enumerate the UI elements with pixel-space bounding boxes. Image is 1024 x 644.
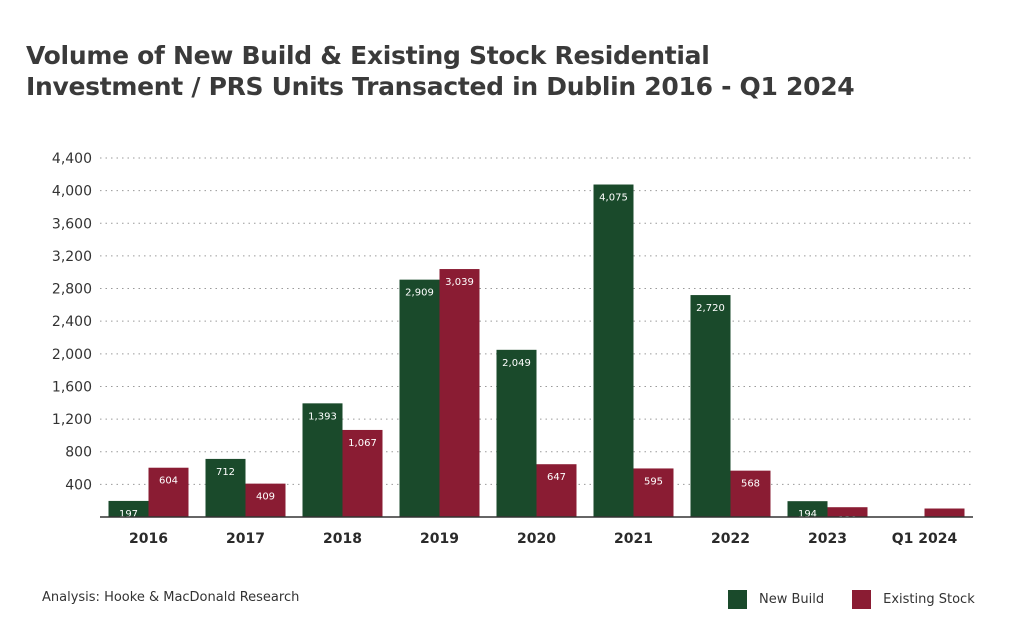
data-label-new-build: 4,075 bbox=[599, 193, 628, 204]
bar-new-build bbox=[302, 403, 343, 517]
bar-new-build bbox=[787, 501, 828, 517]
bar-existing-stock bbox=[148, 467, 189, 517]
x-tick-label: Q1 2024 bbox=[892, 531, 958, 547]
y-tick-label: 2,000 bbox=[52, 347, 92, 363]
data-label-new-build: 1,393 bbox=[308, 411, 337, 422]
y-tick-label: 1,200 bbox=[52, 412, 92, 428]
data-label-existing-stock: 104 bbox=[935, 517, 954, 528]
x-tick-label: 2021 bbox=[614, 531, 653, 547]
bar-existing-stock bbox=[439, 269, 480, 517]
chart-title-line-2: Investment / PRS Units Transacted in Dub… bbox=[26, 72, 855, 101]
x-axis-ticks: 2016 2017 2018 2019 2020 2021 2022 2023 Q1 2024 bbox=[129, 531, 957, 547]
x-tick-label: 2016 bbox=[129, 531, 168, 547]
data-label-existing-stock: 3,039 bbox=[445, 277, 474, 288]
bars bbox=[108, 184, 965, 518]
legend-label-existing-stock: Existing Stock bbox=[883, 591, 975, 607]
y-tick-label: 400 bbox=[65, 477, 92, 493]
x-tick-label: 2022 bbox=[711, 531, 750, 547]
data-label-existing-stock: 568 bbox=[741, 479, 760, 490]
data-label-new-build: 2,720 bbox=[696, 303, 725, 314]
y-tick-label: 2,400 bbox=[52, 314, 92, 330]
legend-label-new-build: New Build bbox=[759, 591, 825, 607]
bar-new-build bbox=[108, 500, 149, 517]
data-label-existing-stock: 120 bbox=[838, 515, 857, 526]
y-tick-label: 1,600 bbox=[52, 379, 92, 395]
bar-new-build bbox=[593, 184, 634, 518]
y-tick-label: 3,200 bbox=[52, 249, 92, 265]
x-tick-label: 2019 bbox=[420, 531, 459, 547]
legend-item-new-build: New Build bbox=[728, 589, 825, 609]
bar-new-build bbox=[690, 295, 731, 517]
bar-existing-stock bbox=[245, 483, 286, 517]
x-tick-label: 2017 bbox=[226, 531, 265, 547]
y-axis-ticks: 400 800 1,200 1,600 2,000 2,400 2,800 3,200 3,60… bbox=[52, 151, 92, 493]
data-label-new-build: 194 bbox=[798, 509, 817, 520]
data-label-existing-stock: 647 bbox=[547, 472, 566, 483]
x-tick-label: 2023 bbox=[808, 531, 847, 547]
data-labels: 197 604 712 409 1,393 1,067 2,909 3,039 2,049 647… bbox=[119, 193, 954, 528]
y-tick-label: 800 bbox=[65, 445, 92, 461]
y-tick-label: 3,600 bbox=[52, 216, 92, 232]
data-label-new-build: 197 bbox=[119, 509, 138, 520]
data-label-new-build: 712 bbox=[216, 467, 235, 478]
data-label-existing-stock: 604 bbox=[159, 476, 178, 487]
data-label-new-build: 2,909 bbox=[405, 288, 434, 299]
source-note: Analysis: Hooke & MacDonald Research bbox=[42, 590, 300, 605]
y-tick-label: 2,800 bbox=[52, 282, 92, 298]
bar-new-build bbox=[496, 349, 537, 517]
data-label-existing-stock: 1,067 bbox=[348, 438, 377, 449]
x-tick-label: 2018 bbox=[323, 531, 362, 547]
bar-new-build bbox=[399, 279, 440, 517]
x-tick-label: 2020 bbox=[517, 531, 556, 547]
bar-new-build bbox=[205, 458, 246, 517]
data-label-new-build: 2,049 bbox=[502, 358, 531, 369]
bar-existing-stock bbox=[827, 507, 868, 517]
data-label-existing-stock: 595 bbox=[644, 476, 663, 487]
gridlines bbox=[100, 157, 973, 485]
y-tick-label: 4,000 bbox=[52, 184, 92, 200]
bar-existing-stock bbox=[536, 464, 577, 517]
legend: New Build Existing Stock bbox=[728, 587, 975, 611]
chart-title: Volume of New Build & Existing Stock Res… bbox=[26, 40, 926, 102]
legend-swatch-existing-stock bbox=[852, 589, 872, 609]
legend-item-existing-stock: Existing Stock bbox=[852, 589, 975, 609]
data-label-existing-stock: 409 bbox=[256, 492, 275, 503]
chart-title-line-1: Volume of New Build & Existing Stock Res… bbox=[26, 41, 710, 70]
legend-swatch-new-build bbox=[728, 589, 747, 609]
y-tick-label: 4,400 bbox=[52, 151, 92, 167]
bar-existing-stock bbox=[730, 470, 771, 517]
bar-existing-stock bbox=[342, 429, 383, 517]
bar-existing-stock bbox=[633, 468, 674, 517]
bar-existing-stock bbox=[924, 508, 965, 517]
